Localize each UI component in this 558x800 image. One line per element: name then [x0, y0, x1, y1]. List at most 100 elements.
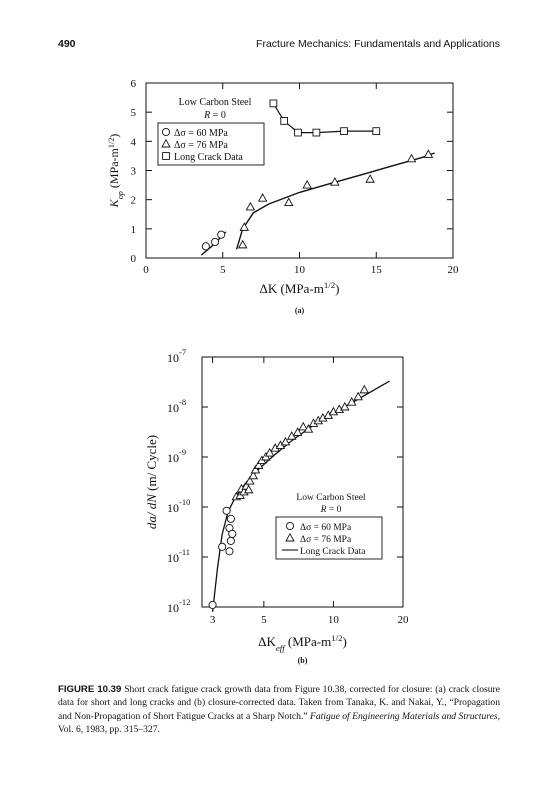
data-point-triangle — [239, 222, 250, 231]
data-point-circle — [201, 242, 210, 251]
data-point-circle — [226, 536, 235, 545]
data-point-triangle — [245, 201, 256, 211]
data-point-triangle — [302, 179, 312, 189]
data-point-triangle — [292, 427, 303, 436]
fit-curve — [235, 152, 435, 250]
running-title: Fracture Mechanics: Fundamentals and App… — [256, 38, 500, 50]
x-axis-label: ΔK (MPa-m1/2) — [260, 280, 340, 296]
legend-marker — [162, 152, 170, 160]
x-tick-label: 10 — [328, 614, 340, 626]
y-tick-label: 1 — [131, 224, 137, 236]
legend-marker — [161, 127, 171, 137]
legend-entry: Long Crack Data — [300, 547, 366, 557]
x-tick-label: 20 — [448, 264, 460, 276]
data-point-square — [312, 128, 321, 137]
data-point-circle — [218, 542, 227, 551]
data-point-triangle — [243, 484, 254, 494]
legend-entry: Δσ = 60 MPa — [174, 128, 228, 139]
x-tick-label: 15 — [371, 264, 383, 276]
data-point-triangle — [253, 460, 264, 469]
data-point-triangle — [340, 401, 350, 411]
data-point-circle — [226, 514, 235, 523]
legend-entry: Long Crack Data — [174, 152, 243, 163]
data-point-circle — [211, 237, 220, 247]
data-point-triangle — [359, 384, 370, 394]
data-point-circle — [208, 600, 217, 609]
data-point-triangle — [423, 149, 434, 158]
data-point-triangle — [328, 406, 339, 416]
data-point-circle — [225, 547, 234, 556]
data-point-square — [280, 117, 289, 125]
x-tick-label: 3 — [210, 614, 216, 626]
panel-label-b: (b) — [298, 656, 308, 665]
data-point-triangle — [365, 174, 375, 183]
data-point-square — [294, 128, 302, 137]
figure-label: FIGURE 10.39 — [58, 684, 122, 695]
data-point-circle — [217, 230, 226, 239]
data-point-triangle — [264, 447, 275, 457]
y-tick-label: 6 — [131, 78, 137, 90]
data-point-triangle — [346, 397, 357, 406]
caption-text-2: , Vol. 6, 1983, pp. 315–327. — [58, 710, 501, 736]
x-tick-label: 5 — [261, 614, 267, 626]
plot-frame — [145, 82, 454, 259]
data-point-square — [340, 127, 348, 135]
x-tick-label: 10 — [294, 264, 306, 276]
data-point-triangle — [245, 475, 255, 485]
data-point-triangle — [406, 153, 417, 163]
data-point-circle — [222, 506, 231, 515]
y-tick-label: 10-11 — [167, 547, 190, 565]
data-point-square — [372, 127, 381, 135]
data-point-triangle — [280, 436, 291, 446]
page-number: 490 — [58, 38, 76, 50]
caption-journal: Fatigue of Engineering Materials and Str… — [310, 710, 498, 722]
data-point-triangle — [257, 193, 268, 202]
legend-entry: Δσ = 60 MPa — [300, 523, 352, 533]
x-tick-label: 0 — [143, 264, 149, 276]
data-point-circle — [228, 529, 237, 538]
data-point-triangle — [250, 464, 261, 474]
figure-caption: FIGURE 10.39 Short crack fatigue crack g… — [58, 683, 500, 737]
legend-title: Low Carbon Steel — [179, 97, 252, 108]
legend-box — [275, 516, 383, 560]
legend-subtitle: R = 0 — [320, 505, 342, 515]
legend-box — [157, 122, 265, 166]
legend-marker — [161, 138, 171, 148]
x-tick-label: 5 — [220, 264, 226, 276]
legend-marker — [285, 532, 295, 542]
panel-label-a: (a) — [295, 306, 305, 315]
data-point-square — [269, 99, 278, 108]
data-point-triangle — [237, 239, 248, 249]
y-tick-label: 4 — [131, 136, 137, 148]
chart-b: 3 5 10 20 10-7 10-8 10-9 10-10 10-11 10-12 ΔKeff (… — [144, 347, 410, 665]
legend-entry: Δσ = 76 MPa — [174, 140, 228, 151]
caption-text-1: Short crack fatigue crack growth data fr… — [58, 684, 500, 722]
data-point-triangle — [283, 197, 294, 207]
legend-subtitle: R = 0 — [203, 110, 226, 121]
y-tick-label: 2 — [131, 195, 137, 207]
chart-a: 0 5 10 15 20 0 1 2 3 4 5 6 ΔK (MPa-m1/2) Kop (MPa-m1/… — [107, 78, 460, 315]
y-tick-label: 5 — [131, 107, 137, 119]
legend-title: Low Carbon Steel — [296, 493, 365, 503]
y-tick-label: 10-8 — [167, 397, 186, 415]
legend-entry: Δσ = 76 MPa — [300, 535, 352, 545]
data-point-triangle — [353, 391, 363, 401]
y-axis-label: da/ dN (m/ Cycle) — [144, 435, 159, 529]
data-point-triangle — [303, 424, 314, 433]
x-axis-label: ΔKeff (MPa-m1/2) — [258, 633, 347, 653]
page-header: 490 Fracture Mechanics: Fundamentals and… — [58, 38, 500, 58]
legend-marker — [285, 521, 295, 531]
y-tick-label: 10-10 — [167, 497, 190, 515]
y-tick-label: 0 — [131, 253, 137, 265]
y-tick-label: 10-9 — [167, 447, 186, 465]
plot-frame — [201, 356, 404, 608]
x-tick-label: 20 — [398, 614, 410, 626]
y-tick-label: 10-12 — [167, 597, 190, 615]
data-point-triangle — [330, 177, 340, 186]
data-point-triangle — [248, 470, 259, 480]
y-tick-label: 10-7 — [167, 347, 186, 365]
y-tick-label: 3 — [131, 166, 137, 178]
y-axis-label: Kop (MPa-m1/2) — [107, 134, 125, 209]
data-point-triangle — [298, 421, 308, 431]
long-crack-line — [272, 103, 377, 134]
